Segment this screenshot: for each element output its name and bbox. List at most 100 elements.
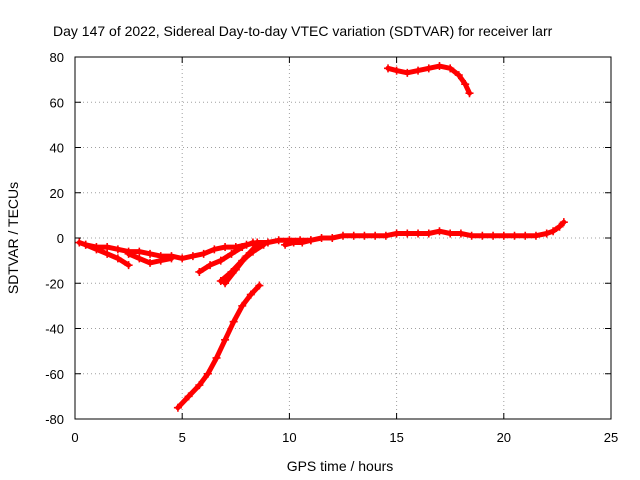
data-point bbox=[212, 353, 221, 362]
data-point bbox=[456, 229, 465, 238]
data-point bbox=[188, 252, 197, 261]
data-point bbox=[499, 231, 508, 240]
data-point bbox=[146, 258, 155, 267]
data-point bbox=[203, 369, 212, 378]
data-point bbox=[414, 229, 423, 238]
data-point bbox=[199, 249, 208, 258]
data-point bbox=[216, 276, 225, 285]
data-point bbox=[173, 403, 182, 412]
data-point bbox=[210, 245, 219, 254]
data-point bbox=[242, 252, 251, 261]
x-tick-label: 0 bbox=[71, 430, 78, 445]
data-point bbox=[510, 231, 519, 240]
data-point bbox=[103, 243, 112, 252]
data-point bbox=[206, 261, 215, 270]
data-point bbox=[424, 229, 433, 238]
data-point bbox=[521, 231, 530, 240]
data-point bbox=[489, 231, 498, 240]
data-point bbox=[238, 301, 247, 310]
data-point bbox=[113, 245, 122, 254]
data-point bbox=[446, 64, 455, 73]
x-tick-label: 25 bbox=[604, 430, 618, 445]
data-point bbox=[542, 229, 551, 238]
data-point bbox=[255, 281, 264, 290]
series-steep-arc bbox=[175, 283, 262, 411]
y-tick-label: 60 bbox=[50, 95, 64, 110]
data-point bbox=[221, 243, 230, 252]
y-axis-label: SDTVAR / TECUs bbox=[5, 182, 21, 294]
data-point bbox=[156, 256, 165, 265]
data-point bbox=[424, 64, 433, 73]
data-point bbox=[384, 64, 393, 73]
data-point bbox=[360, 231, 369, 240]
data-point bbox=[531, 231, 540, 240]
data-point bbox=[81, 240, 90, 249]
data-point bbox=[221, 279, 230, 288]
data-point bbox=[392, 229, 401, 238]
data-point bbox=[227, 249, 236, 258]
series-layer bbox=[75, 62, 568, 412]
data-point bbox=[435, 227, 444, 236]
data-point bbox=[167, 254, 176, 263]
data-point bbox=[231, 265, 240, 274]
data-point bbox=[328, 234, 337, 242]
series-lower-branch-5 bbox=[222, 242, 260, 286]
data-point bbox=[371, 231, 380, 240]
data-point bbox=[559, 218, 568, 227]
y-tick-label: 40 bbox=[50, 141, 64, 156]
data-point bbox=[289, 238, 298, 247]
data-point bbox=[246, 290, 255, 299]
tick-layer: 0 5 10 15 20 25 -80 -60 -40 -20 0 20 40 60 80 bbox=[45, 50, 618, 445]
data-point bbox=[75, 238, 84, 247]
data-point bbox=[221, 335, 230, 344]
data-point bbox=[465, 89, 474, 98]
data-point bbox=[248, 238, 257, 247]
data-point bbox=[467, 231, 476, 240]
series-high-arc bbox=[385, 63, 472, 96]
data-point bbox=[281, 240, 290, 249]
data-point bbox=[549, 227, 558, 236]
data-point bbox=[146, 249, 155, 258]
series-lower-branch-6 bbox=[282, 237, 314, 248]
data-point bbox=[124, 261, 133, 270]
x-tick-label: 20 bbox=[497, 430, 511, 445]
data-point bbox=[414, 66, 423, 75]
y-tick-label: -20 bbox=[45, 276, 64, 291]
data-point bbox=[113, 254, 122, 263]
y-tick-label: 0 bbox=[57, 231, 64, 246]
y-tick-label: -40 bbox=[45, 322, 64, 337]
data-point bbox=[216, 256, 225, 265]
y-tick-label: 20 bbox=[50, 186, 64, 201]
x-tick-label: 15 bbox=[389, 430, 403, 445]
x-axis-label: GPS time / hours bbox=[287, 458, 394, 474]
data-point bbox=[253, 240, 262, 249]
data-point bbox=[461, 80, 470, 89]
x-tick-label: 10 bbox=[282, 430, 296, 445]
data-point bbox=[298, 238, 307, 247]
data-point bbox=[135, 254, 144, 263]
data-point bbox=[178, 254, 187, 263]
x-tick-label: 5 bbox=[179, 430, 186, 445]
data-point bbox=[446, 229, 455, 238]
data-point bbox=[478, 231, 487, 240]
data-point bbox=[349, 231, 358, 240]
data-point bbox=[195, 267, 204, 276]
data-point bbox=[229, 317, 238, 326]
data-point bbox=[103, 249, 112, 258]
data-point bbox=[195, 381, 204, 390]
data-point bbox=[339, 231, 347, 240]
data-point bbox=[454, 71, 463, 80]
data-point bbox=[124, 249, 133, 258]
data-point bbox=[403, 229, 412, 238]
y-tick-label: -80 bbox=[45, 412, 64, 427]
y-tick-label: -60 bbox=[45, 367, 64, 382]
y-tick-label: 80 bbox=[50, 50, 64, 65]
data-point bbox=[306, 236, 315, 245]
data-point bbox=[238, 243, 247, 252]
data-point bbox=[317, 234, 326, 242]
data-point bbox=[403, 68, 412, 77]
data-point bbox=[184, 392, 193, 401]
data-point bbox=[274, 236, 283, 245]
chart-title: Day 147 of 2022, Sidereal Day-to-day VTE… bbox=[53, 23, 553, 39]
